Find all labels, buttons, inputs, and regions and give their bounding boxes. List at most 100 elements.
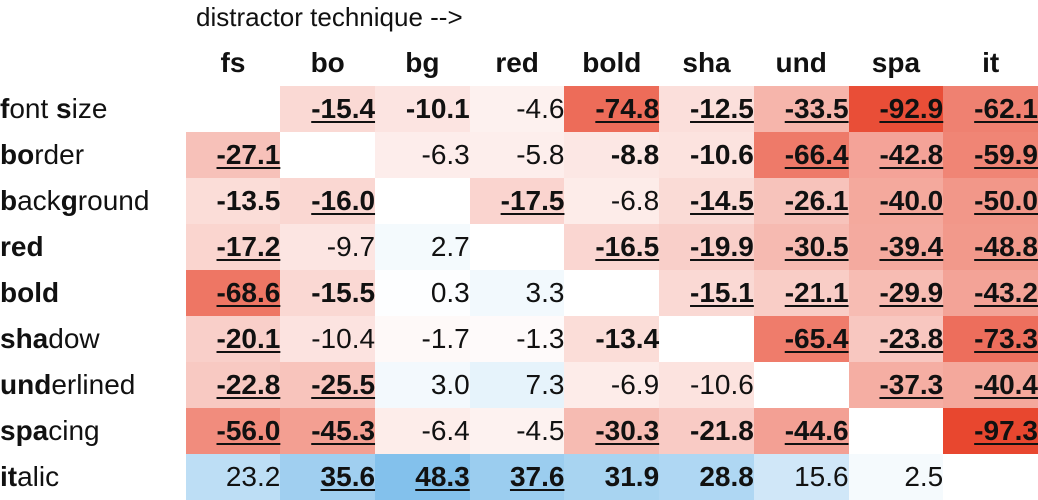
heatmap-cell: -62.1: [943, 86, 1038, 132]
row-label-part: und: [0, 369, 52, 400]
corner-cell: [0, 40, 186, 86]
cell-value: -74.8: [595, 93, 660, 124]
cell-value: -10.4: [311, 323, 376, 354]
column-header-bo: bo: [310, 47, 345, 78]
heatmap-cell: -6.4: [375, 408, 470, 454]
row-label: red: [0, 224, 186, 270]
heatmap-cell: [943, 454, 1038, 500]
heatmap-cell: -29.9: [848, 270, 944, 316]
cell-value: -44.6: [784, 415, 849, 446]
cell-value: -5.8: [516, 139, 565, 170]
heatmap-cell: -21.1: [753, 270, 849, 316]
cell-value: -6.9: [610, 369, 660, 400]
heatmap-cell: [564, 270, 660, 316]
heatmap-cell: -9.7: [280, 224, 376, 270]
heatmap-cell: -59.9: [943, 132, 1038, 178]
heatmap-cell: -25.5: [280, 362, 376, 408]
heatmap-cell: -40.4: [943, 362, 1038, 408]
heatmap-cell: -15.1: [659, 270, 754, 316]
heatmap-row: font size -15.4 -10.1 -4.6 -74.8 -12.5 -33.5 -9…: [0, 86, 1038, 132]
cell-value: -12.5: [690, 93, 754, 124]
cell-value: -20.1: [216, 323, 281, 354]
heatmap-cell: [753, 362, 849, 408]
heatmap-cell: -6.8: [564, 178, 660, 224]
heatmap-cell: -10.4: [280, 316, 376, 362]
heatmap-cell: -16.0: [280, 178, 376, 224]
heatmap-cell: 35.6: [280, 454, 376, 500]
row-label-part: alic: [17, 461, 60, 492]
heatmap-cell: -30.5: [753, 224, 849, 270]
heatmap-cell: [469, 224, 565, 270]
heatmap-cell: -39.4: [848, 224, 944, 270]
row-label-part: erlined: [51, 369, 136, 400]
cell-value: -62.1: [974, 93, 1038, 124]
cell-value: -26.1: [784, 185, 849, 216]
cell-value: -39.4: [879, 231, 944, 262]
heatmap-cell: [280, 132, 376, 178]
column-header-row: fs bo bg red bold sha und spa it: [0, 40, 1038, 86]
heatmap-cell: -43.2: [943, 270, 1038, 316]
heatmap-cell: -13.5: [185, 178, 281, 224]
cell-value: -21.1: [784, 277, 849, 308]
heatmap-cell: -8.8: [564, 132, 660, 178]
column-header-spa: spa: [871, 47, 921, 78]
heatmap-row: italic 23.2 35.6 48.3 37.6 31.9 28.8 15.6 2.5: [0, 454, 1038, 500]
row-label-part: cing: [48, 415, 100, 446]
cell-value: -50.0: [974, 185, 1038, 216]
row-label-part: it: [0, 461, 18, 492]
heatmap-cell: -21.8: [659, 408, 754, 454]
heatmap-cell: -33.5: [753, 86, 849, 132]
heatmap-cell: 2.5: [848, 454, 944, 500]
heatmap-body: font size -15.4 -10.1 -4.6 -74.8 -12.5 -33.5 -9…: [0, 86, 1038, 500]
heatmap-cell: -48.8: [943, 224, 1038, 270]
row-label: border: [0, 132, 186, 178]
heatmap-cell: -22.8: [185, 362, 281, 408]
cell-value: 3.3: [525, 277, 565, 308]
row-label-part: ont: [9, 93, 57, 124]
cell-value: -4.5: [516, 415, 565, 446]
column-header-und: und: [775, 47, 827, 78]
cell-value: -17.2: [216, 231, 281, 262]
heatmap-cell: 31.9: [564, 454, 660, 500]
heatmap-cell: -17.5: [469, 178, 565, 224]
row-label: background: [0, 178, 186, 224]
cell-value: -1.7: [421, 323, 470, 354]
heatmap-cell: -26.1: [753, 178, 849, 224]
row-label-part: ize: [71, 93, 108, 124]
row-label-part: dow: [48, 323, 100, 354]
heatmap-cell: 28.8: [659, 454, 754, 500]
cell-value: -42.8: [879, 139, 944, 170]
cell-value: -68.6: [216, 277, 281, 308]
cell-value: -10.6: [690, 139, 754, 170]
cell-value: -30.5: [784, 231, 849, 262]
heatmap-cell: 2.7: [375, 224, 470, 270]
cell-value: -13.5: [216, 185, 281, 216]
cell-value: -16.0: [311, 185, 376, 216]
cell-value: -6.4: [421, 415, 470, 446]
cell-value: -10.6: [690, 369, 754, 400]
row-label-part: bo: [0, 139, 35, 170]
heatmap-cell: [375, 178, 470, 224]
cell-value: -15.5: [311, 277, 376, 308]
row-label-part: s: [56, 93, 72, 124]
heatmap-cell: -42.8: [848, 132, 944, 178]
column-header-bold: bold: [582, 47, 642, 78]
heatmap-cell: -13.4: [564, 316, 660, 362]
heatmap-cell: -10.6: [659, 362, 754, 408]
cell-value: -19.9: [690, 231, 754, 262]
cell-value: -48.8: [974, 231, 1038, 262]
cell-value: 37.6: [509, 461, 565, 492]
column-header-fs: fs: [220, 47, 246, 78]
heatmap-cell: [848, 408, 944, 454]
cell-value: -30.3: [595, 415, 660, 446]
row-label-part: b: [0, 185, 18, 216]
cell-value: 23.2: [225, 461, 281, 492]
cell-value: -10.1: [405, 93, 470, 124]
heatmap-cell: -16.5: [564, 224, 660, 270]
heatmap-row: red -17.2 -9.7 2.7 -16.5 -19.9 -30.5 -39.4 -48.8: [0, 224, 1038, 270]
heatmap-cell: -4.6: [469, 86, 565, 132]
cell-value: -6.8: [610, 185, 660, 216]
row-label-part: ack: [17, 185, 61, 216]
cell-value: -15.4: [311, 93, 376, 124]
heatmap-cell: -17.2: [185, 224, 281, 270]
